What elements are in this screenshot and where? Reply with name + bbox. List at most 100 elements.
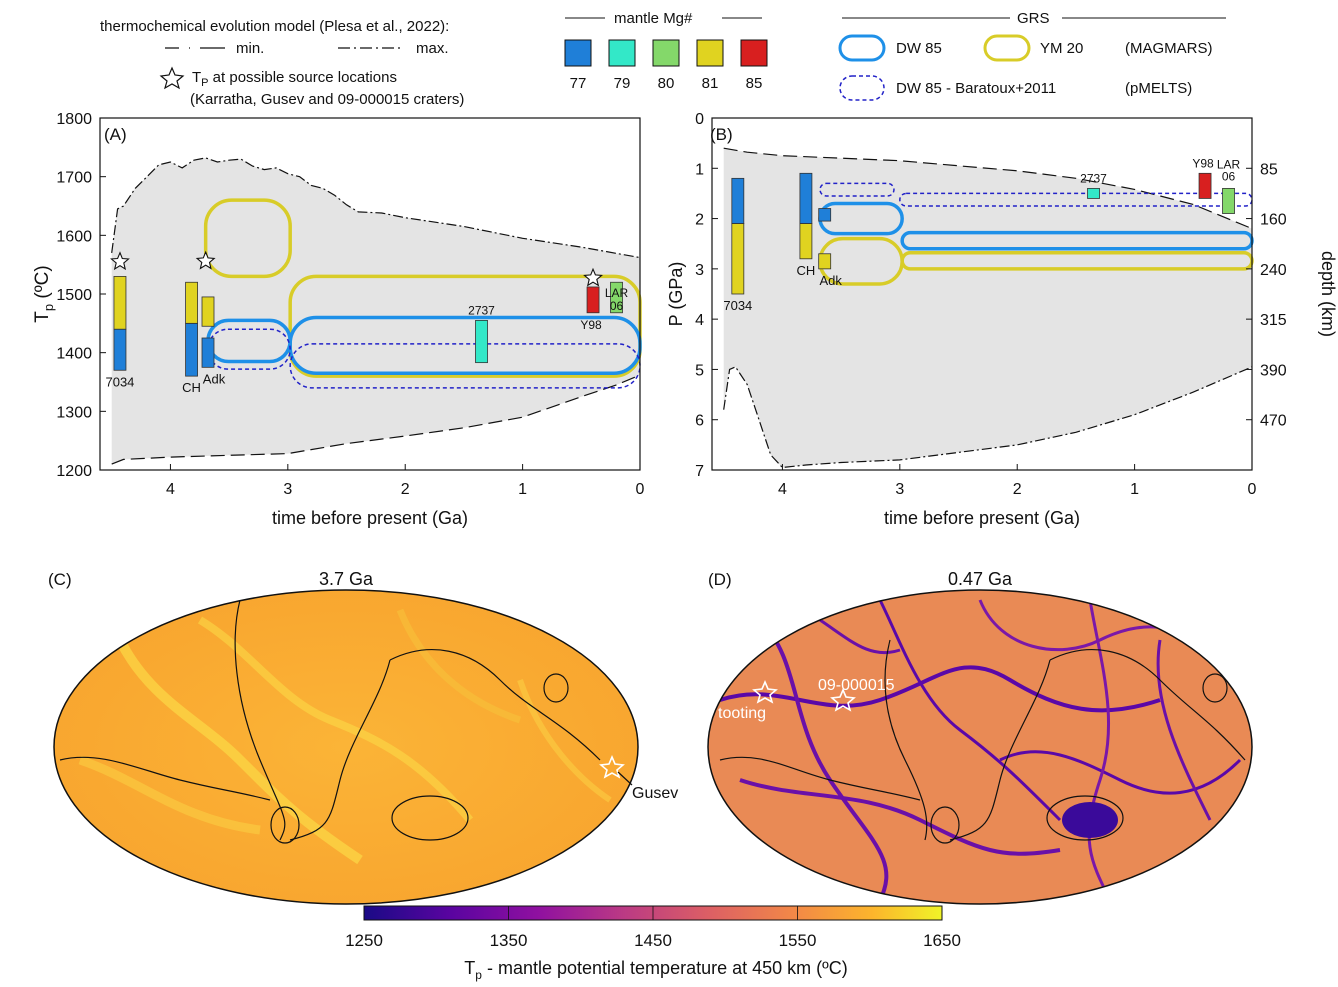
legend-mg-title: mantle Mg#	[614, 10, 693, 27]
B-mantle-bar	[1087, 187, 1100, 199]
A-bar-label: Y98	[580, 318, 602, 332]
mg-swatch-80	[652, 39, 680, 67]
B-ytick-label: 1	[695, 161, 704, 178]
map-d-crater: 09-000015	[818, 677, 895, 694]
A-ytick-label: 1500	[56, 287, 92, 304]
B-mantle-bar	[731, 223, 745, 295]
star-icon	[159, 66, 185, 90]
B-depth-tick-label: 240	[1260, 262, 1287, 279]
A-mantle-bar	[185, 281, 198, 324]
B-envelope	[723, 148, 1252, 468]
B-lower-curve	[723, 366, 1253, 469]
A-upper-curve	[111, 157, 641, 259]
panel-a-axes: 4 3 2 1 0 1200 1300 1400 1500 1600 1700 1800	[56, 111, 644, 498]
panel-a-ylabel: Tp (ºC)	[32, 265, 56, 322]
B-depth-tick-label: 315	[1260, 312, 1287, 329]
B-ytick-label: 7	[695, 463, 704, 480]
panel-b-ylabel: P (GPa)	[666, 262, 686, 327]
mg-swatch-81	[696, 39, 724, 67]
star-icon	[195, 250, 216, 270]
A-bar-label: 7034	[105, 374, 134, 389]
colorbar-tick-label: 1250	[345, 931, 383, 950]
A-bar-label: Adk	[203, 371, 226, 386]
B-ytick-label: 5	[695, 362, 704, 379]
B-depth-tick-label: 390	[1260, 362, 1287, 379]
map-c-label: (C)	[48, 570, 72, 589]
A-xtick-label: 3	[283, 481, 292, 498]
map-d-outline	[707, 589, 1253, 905]
mg-swatch-79	[608, 39, 636, 67]
legend-dw85-baratoux: DW 85 - Baratoux+2011	[896, 80, 1056, 97]
A-bar-label-06: 06	[610, 299, 624, 313]
A-mantle-bar	[113, 275, 127, 330]
A-ytick-label: 1400	[56, 346, 92, 363]
legend-grs-title: GRS	[1017, 10, 1050, 27]
star-icon	[752, 679, 778, 704]
A-xtick-label: 0	[636, 481, 645, 498]
A-xtick-label: 2	[401, 481, 410, 498]
B-ytick-label: 2	[695, 212, 704, 229]
star-icon	[830, 687, 856, 712]
gusev-arrow	[617, 771, 633, 786]
B-mantle-bar	[799, 223, 813, 260]
B-bar-label: Adk	[819, 273, 842, 288]
panel-a-label: (A)	[104, 125, 127, 144]
B-bar-label-lar: LAR	[1217, 157, 1241, 171]
A-bar-label: 2737	[468, 303, 495, 317]
map-c-outline	[53, 589, 639, 905]
colorbar: 1250 1350 1450 1550 1650 Tp - mantle potenti…	[345, 905, 961, 982]
B-xtick-label: 4	[778, 481, 787, 498]
legend-dw85-swatch	[838, 34, 886, 62]
legend-ym20-swatch	[983, 34, 1031, 62]
mg-swatch-label: 80	[658, 75, 675, 92]
colorbar-tick-label: 1350	[490, 931, 528, 950]
B-ytick-label: 3	[695, 262, 704, 279]
B-depth-tick-label: 85	[1260, 161, 1278, 178]
A-bar-label: CH	[182, 380, 201, 395]
mg-swatch-label: 85	[746, 75, 763, 92]
B-mantle-bar	[799, 172, 813, 224]
map-c: (C) 3.7 Ga Gusev	[48, 569, 678, 905]
legend-tp-label: TP at possible source locations	[192, 69, 397, 89]
legend-dw85: DW 85	[896, 40, 942, 57]
mg-swatch-label: 79	[614, 75, 631, 92]
A-grs-baratoux-box	[289, 343, 641, 389]
panel-b-label: (B)	[710, 125, 733, 144]
A-ytick-label: 1600	[56, 228, 92, 245]
colorbar-tick-label: 1550	[779, 931, 817, 950]
map-d-label: (D)	[708, 570, 732, 589]
B-bar-label-06: 06	[1222, 169, 1236, 183]
A-mantle-bar	[185, 322, 198, 377]
B-mantle-bar	[818, 208, 832, 222]
A-mantle-bar	[475, 319, 488, 364]
A-mantle-bar	[113, 328, 127, 371]
B-depth-tick-label: 160	[1260, 212, 1287, 229]
B-mantle-bar	[818, 253, 832, 270]
B-ytick-label: 6	[695, 413, 704, 430]
B-bar-label: CH	[797, 263, 816, 278]
A-xtick-label: 4	[166, 481, 175, 498]
star-icon	[599, 754, 625, 779]
panel-a-xlabel: time before present (Ga)	[272, 508, 468, 528]
map-c-gusev: Gusev	[632, 785, 678, 802]
mg-swatch-85	[740, 39, 768, 67]
colorbar-tick-label: 1650	[923, 931, 961, 950]
mg-swatch-label: 81	[702, 75, 719, 92]
B-xtick-label: 0	[1248, 481, 1257, 498]
colorbar-tick-label: 1450	[634, 931, 672, 950]
B-grs-baratoux-box	[899, 192, 1253, 207]
panel-b-frame	[711, 117, 1253, 471]
map-d-field	[708, 590, 1252, 904]
legend-ym20: YM 20	[1040, 40, 1083, 57]
map-d-tooting: tooting	[718, 705, 766, 722]
A-mantle-bar	[201, 337, 215, 368]
star-icon	[583, 267, 603, 287]
B-xtick-label: 1	[1130, 481, 1139, 498]
map-d-title: 0.47 Ga	[948, 569, 1013, 589]
panel-b-axes: 4 3 2 1 0 0 1 2 3 4 5 6 7 85 160 240 315 390 470	[695, 111, 1287, 498]
B-upper-curve	[723, 147, 1253, 230]
A-grs-ym20-box	[203, 198, 292, 279]
